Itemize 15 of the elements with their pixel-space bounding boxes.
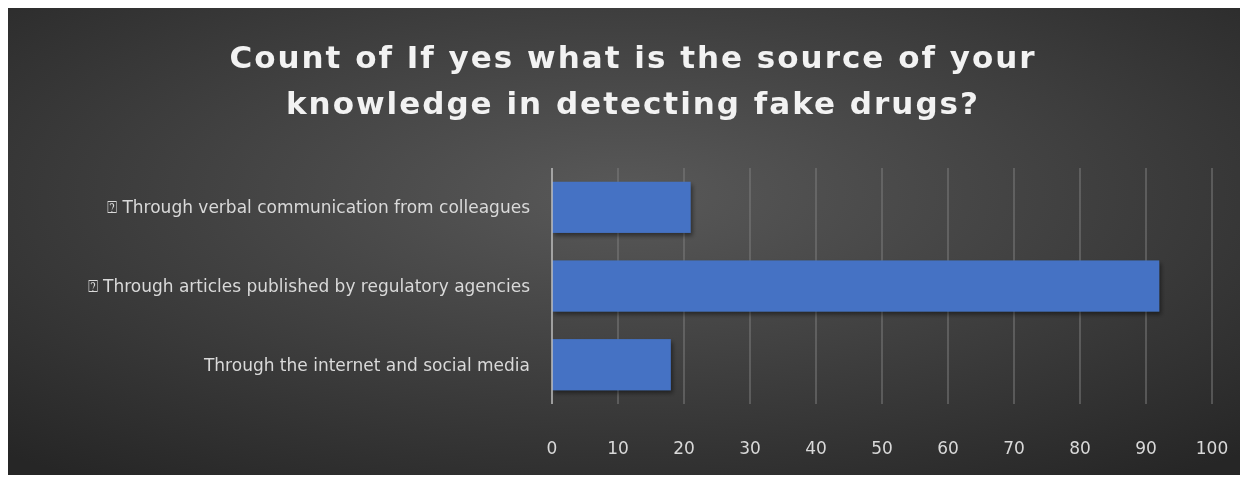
x-tick-label: 80 (1069, 438, 1091, 458)
x-tick-label: 60 (937, 438, 959, 458)
x-tick-label: 10 (607, 438, 629, 458)
x-tick-label: 20 (673, 438, 695, 458)
x-tick-label: 0 (546, 438, 558, 458)
x-tick-label: 70 (1003, 438, 1025, 458)
y-tick-label: ⍰ Through verbal communication from colleagues (107, 197, 531, 218)
x-tick-label: 30 (739, 438, 761, 458)
y-tick-label: Through the internet and social media (202, 354, 530, 375)
x-tick-label: 40 (805, 438, 827, 458)
x-tick-label: 90 (1135, 438, 1157, 458)
y-tick-label: ⍰ Through articles published by regulatory agencies (87, 275, 531, 296)
x-tick-label: 50 (871, 438, 893, 458)
chart-title: Count of If yes what is the source of your knowledge in detecting fake drugs? (229, 39, 1037, 121)
x-tick-label: 100 (1195, 438, 1229, 458)
